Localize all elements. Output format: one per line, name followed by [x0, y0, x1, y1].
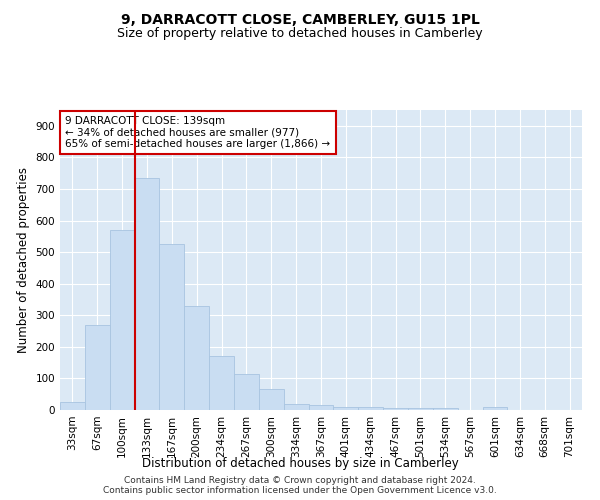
Bar	[85, 324, 110, 410]
Bar	[110, 230, 134, 410]
Bar	[184, 306, 209, 410]
Text: Distribution of detached houses by size in Camberley: Distribution of detached houses by size …	[142, 458, 458, 470]
Bar	[259, 390, 284, 410]
Text: 9, DARRACOTT CLOSE, CAMBERLEY, GU15 1PL: 9, DARRACOTT CLOSE, CAMBERLEY, GU15 1PL	[121, 12, 479, 26]
Y-axis label: Number of detached properties: Number of detached properties	[17, 167, 30, 353]
Bar	[60, 402, 85, 410]
Bar	[482, 407, 508, 410]
Bar	[433, 408, 458, 410]
Text: Size of property relative to detached houses in Camberley: Size of property relative to detached ho…	[117, 28, 483, 40]
Bar	[308, 406, 334, 410]
Text: Contains HM Land Registry data © Crown copyright and database right 2024.: Contains HM Land Registry data © Crown c…	[124, 476, 476, 485]
Bar	[284, 404, 308, 410]
Bar	[408, 408, 433, 410]
Bar	[209, 356, 234, 410]
Bar	[383, 408, 408, 410]
Bar	[134, 178, 160, 410]
Bar	[358, 407, 383, 410]
Bar	[160, 244, 184, 410]
Text: Contains public sector information licensed under the Open Government Licence v3: Contains public sector information licen…	[103, 486, 497, 495]
Text: 9 DARRACOTT CLOSE: 139sqm
← 34% of detached houses are smaller (977)
65% of semi: 9 DARRACOTT CLOSE: 139sqm ← 34% of detac…	[65, 116, 331, 149]
Bar	[334, 407, 358, 410]
Bar	[234, 374, 259, 410]
